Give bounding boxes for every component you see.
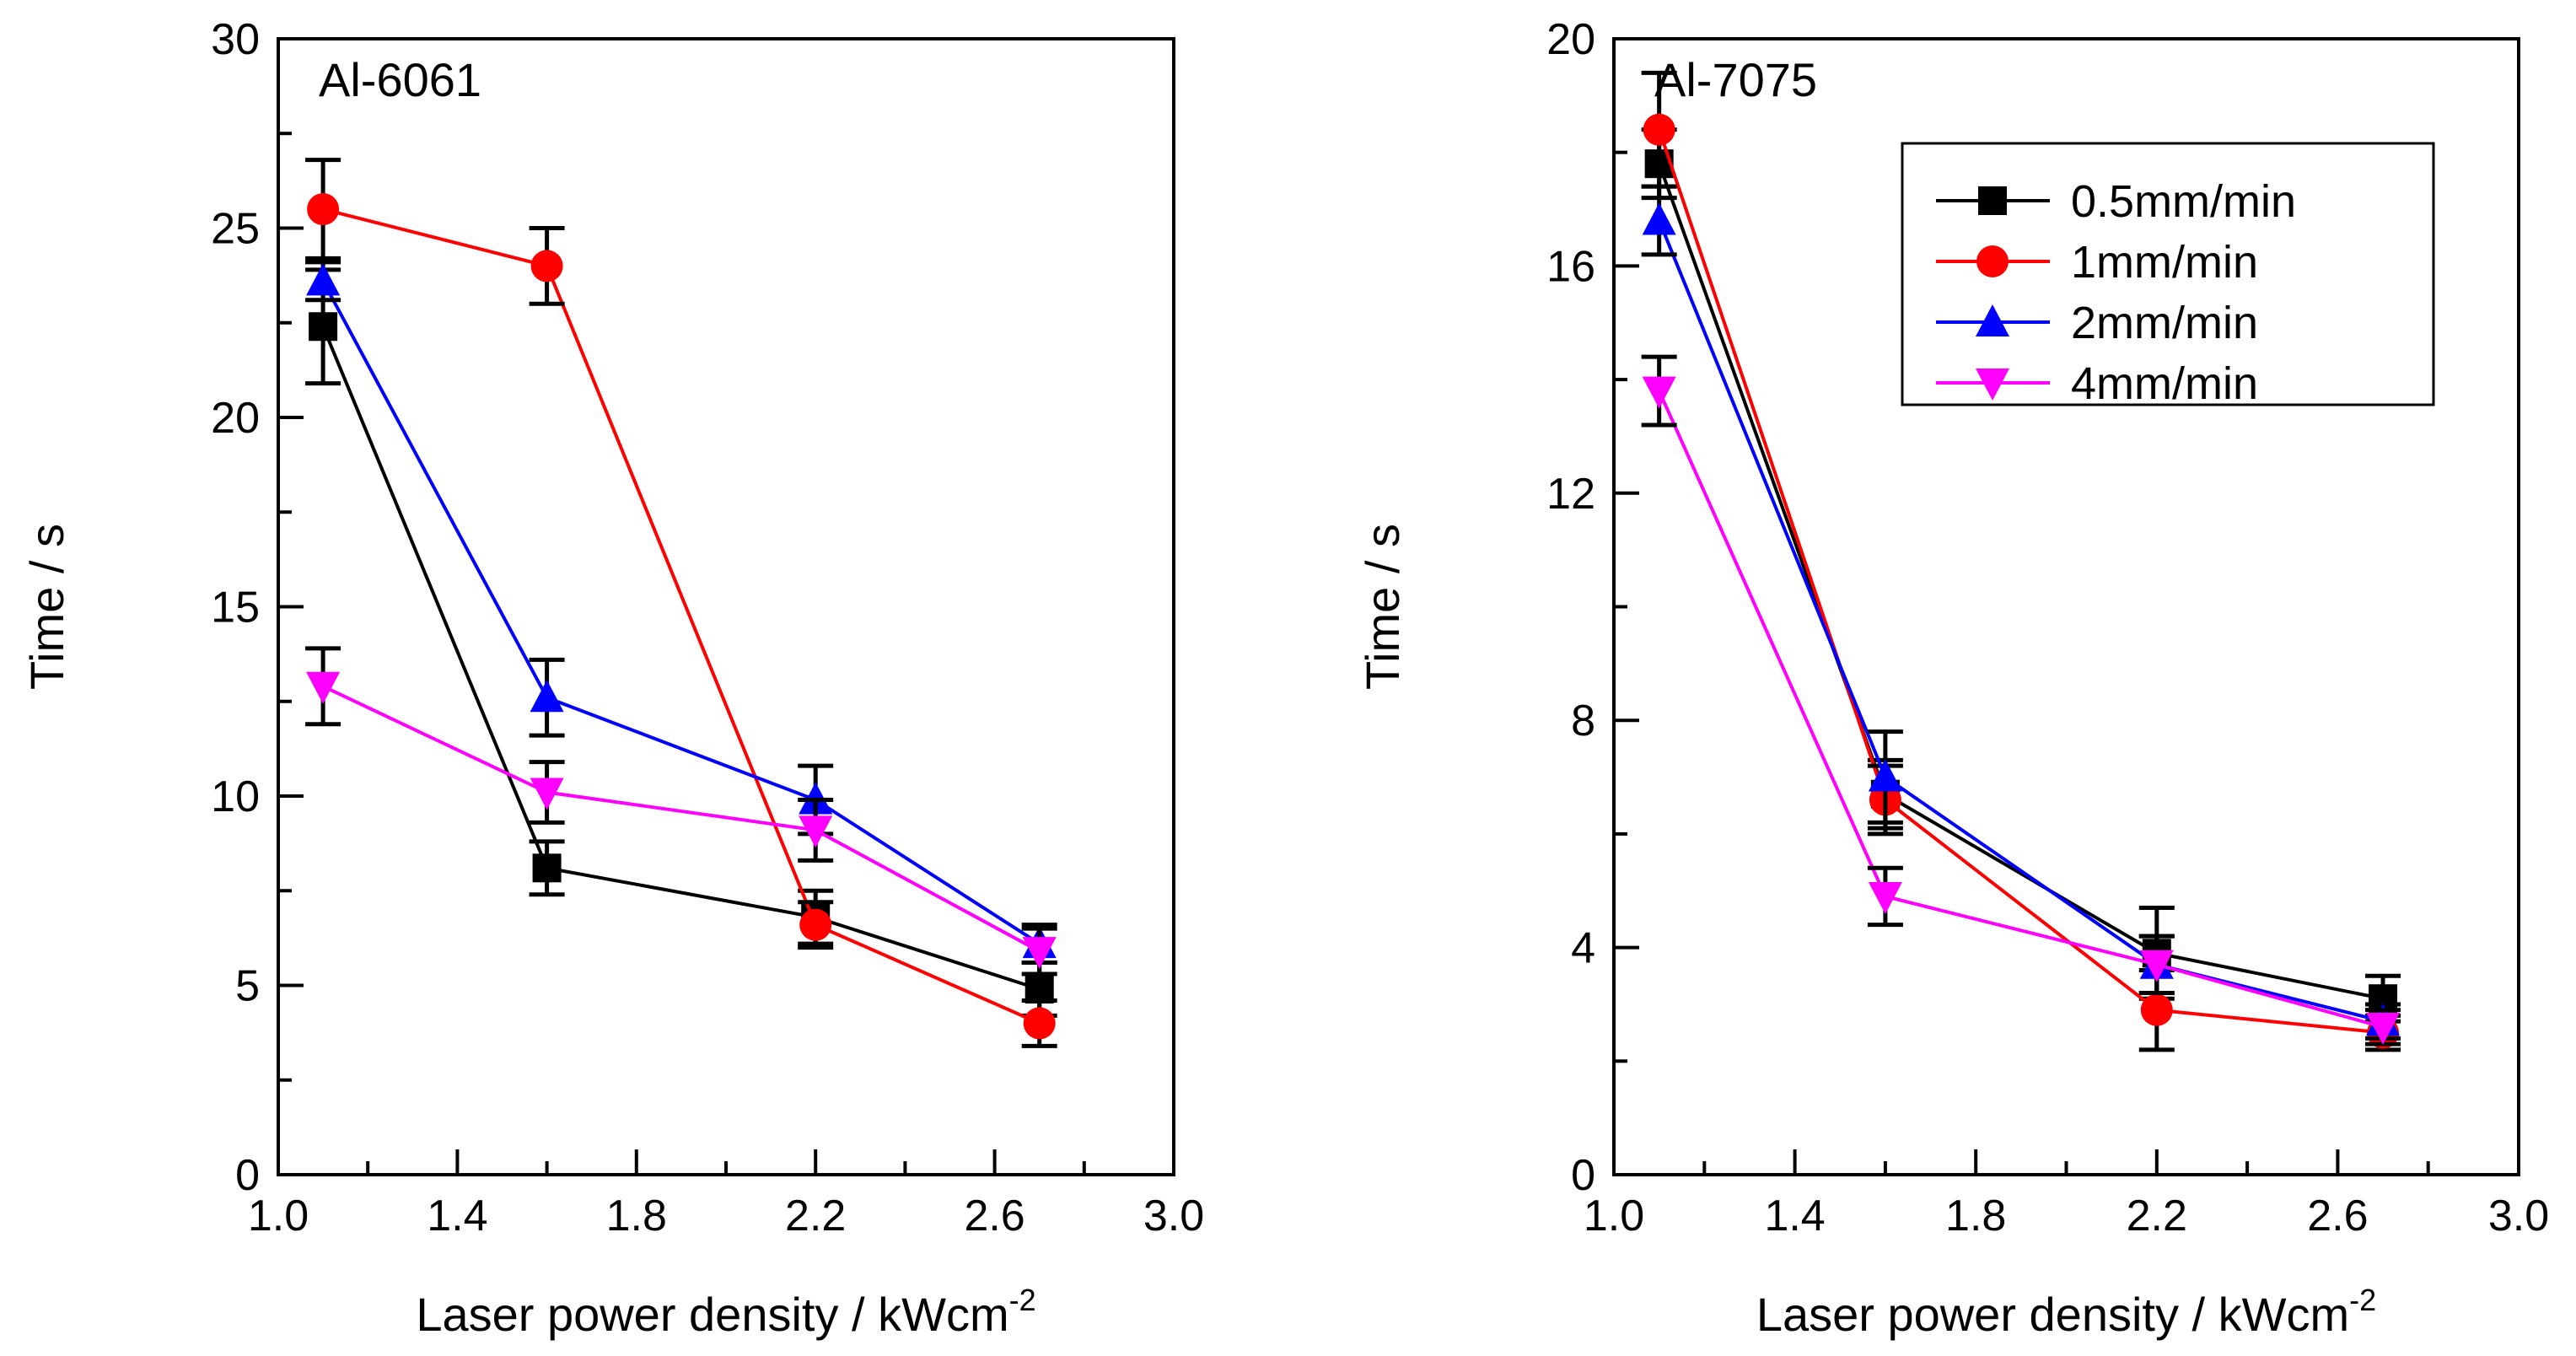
data-point — [530, 680, 564, 713]
data-point — [530, 778, 564, 810]
data-point — [799, 908, 832, 941]
legend-item: 4mm/min — [1936, 358, 2258, 409]
chart-panel-2: 1.0 1.4 1.8 2.2 2.6 3.0 0 4 8 12 16 20 Laser power d… — [1356, 15, 2549, 1341]
data-point — [1023, 1007, 1056, 1040]
series-line — [322, 207, 1041, 1025]
y-tick-label: 15 — [211, 584, 260, 632]
y-tick-label: 12 — [1546, 470, 1595, 519]
legend-label: 2mm/min — [2071, 298, 2258, 348]
series-line — [321, 280, 1041, 945]
x-axis-label: Laser power density / kWcm-2 — [416, 1283, 1035, 1341]
data-point — [799, 815, 833, 848]
data-point — [2366, 1012, 2401, 1045]
series-4 — [1641, 354, 2401, 1047]
chart-panel-1: 1.0 1.4 1.8 2.2 2.6 3.0 0 5 10 15 20 25 30 Laser powe… — [20, 15, 1204, 1341]
y-tick-label: 20 — [1546, 15, 1595, 64]
series-line — [1657, 219, 2384, 1024]
x-tick-label: 1.4 — [427, 1192, 487, 1240]
series-line — [1657, 390, 2384, 1029]
y-tick-label: 5 — [235, 962, 260, 1011]
legend-marker — [1976, 304, 2009, 336]
y-axis-label: Time / s — [20, 524, 73, 690]
y-tick-label: 8 — [1571, 697, 1595, 745]
data-point — [306, 671, 341, 704]
data-point — [307, 193, 340, 226]
data-point — [309, 312, 338, 342]
legend-item: 0.5mm/min — [1936, 176, 2296, 227]
legend-marker — [1976, 369, 2009, 401]
y-tick-label: 4 — [1571, 924, 1595, 973]
legend-label: 1mm/min — [2071, 237, 2258, 288]
data-point — [2139, 950, 2174, 982]
y-tick-label: 0 — [235, 1151, 260, 1200]
panel-label: Al-7075 — [1654, 53, 1817, 106]
series-4 — [305, 646, 1057, 977]
legend-marker — [1976, 245, 2009, 277]
x-tick-label: 2.2 — [2127, 1192, 2187, 1240]
data-point — [2140, 993, 2173, 1026]
series-line — [1657, 129, 2384, 1035]
x-tick-label: 1.8 — [1945, 1192, 2006, 1240]
data-point — [1868, 881, 1902, 914]
legend: 0.5mm/min 1mm/min 2mm/min 4mm/min — [1901, 142, 2435, 409]
x-tick-label: 1.0 — [248, 1192, 309, 1240]
y-tick-label: 30 — [211, 15, 260, 64]
series-line — [321, 326, 1041, 991]
x-axis-label: Laser power density / kWcm-2 — [1756, 1283, 2376, 1341]
data-point — [1022, 937, 1057, 970]
x-tick-label: 2.6 — [2307, 1192, 2368, 1240]
series-line — [322, 684, 1041, 953]
x-tick-label: 2.2 — [785, 1192, 846, 1240]
x-tick-label: 1.4 — [1764, 1192, 1825, 1240]
data-point — [306, 263, 341, 296]
y-tick-label: 0 — [1571, 1151, 1595, 1200]
legend-item: 1mm/min — [1936, 237, 2258, 288]
data-point — [1642, 376, 1676, 409]
data-point — [532, 853, 562, 883]
x-tick-label: 1.8 — [606, 1192, 667, 1240]
y-axis-label: Time / s — [1356, 524, 1409, 690]
data-point — [1642, 202, 1676, 235]
y-tick-label: 16 — [1546, 242, 1595, 291]
y-tick-label: 25 — [211, 205, 260, 254]
legend-marker — [1978, 186, 2007, 215]
x-tick-label: 3.0 — [2488, 1192, 2549, 1240]
series-line — [1657, 163, 2384, 1001]
legend-item: 2mm/min — [1936, 298, 2258, 348]
data-point — [1868, 759, 1902, 792]
data-point — [530, 250, 563, 282]
x-tick-label: 1.0 — [1584, 1192, 1644, 1240]
y-tick-label: 20 — [211, 394, 260, 443]
x-tick-label: 2.6 — [964, 1192, 1024, 1240]
legend-label: 0.5mm/min — [2071, 176, 2296, 227]
series-2 — [305, 158, 1057, 1048]
panel-label: Al-6061 — [319, 53, 481, 106]
data-point — [1643, 113, 1675, 146]
y-tick-label: 10 — [211, 772, 260, 821]
legend-label: 4mm/min — [2071, 358, 2258, 409]
x-tick-label: 3.0 — [1143, 1192, 1204, 1240]
